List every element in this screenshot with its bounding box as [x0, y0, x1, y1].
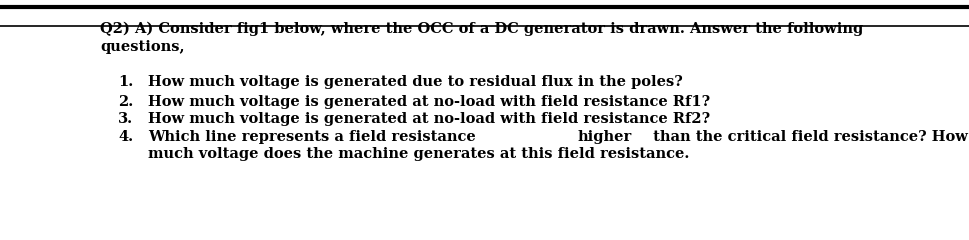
- Text: higher: higher: [578, 130, 632, 144]
- Text: Q2) A) Consider fig1 below, where the OCC of a DC generator is drawn. Answer the: Q2) A) Consider fig1 below, where the OC…: [100, 22, 863, 36]
- Text: How much voltage is generated due to residual flux in the poles?: How much voltage is generated due to res…: [148, 75, 683, 89]
- Text: How much voltage is generated at no-load with field resistance Rf2?: How much voltage is generated at no-load…: [148, 112, 710, 126]
- Text: than the critical field resistance? How: than the critical field resistance? How: [647, 130, 967, 144]
- Text: much voltage does the machine generates at this field resistance.: much voltage does the machine generates …: [148, 147, 689, 161]
- Text: 2.: 2.: [118, 95, 134, 109]
- Text: 3.: 3.: [118, 112, 133, 126]
- Text: 4.: 4.: [118, 130, 133, 144]
- Text: Which line represents a field resistance: Which line represents a field resistance: [148, 130, 481, 144]
- Text: questions,: questions,: [100, 40, 184, 54]
- Text: How much voltage is generated at no-load with field resistance Rf1?: How much voltage is generated at no-load…: [148, 95, 710, 109]
- Text: 1.: 1.: [118, 75, 134, 89]
